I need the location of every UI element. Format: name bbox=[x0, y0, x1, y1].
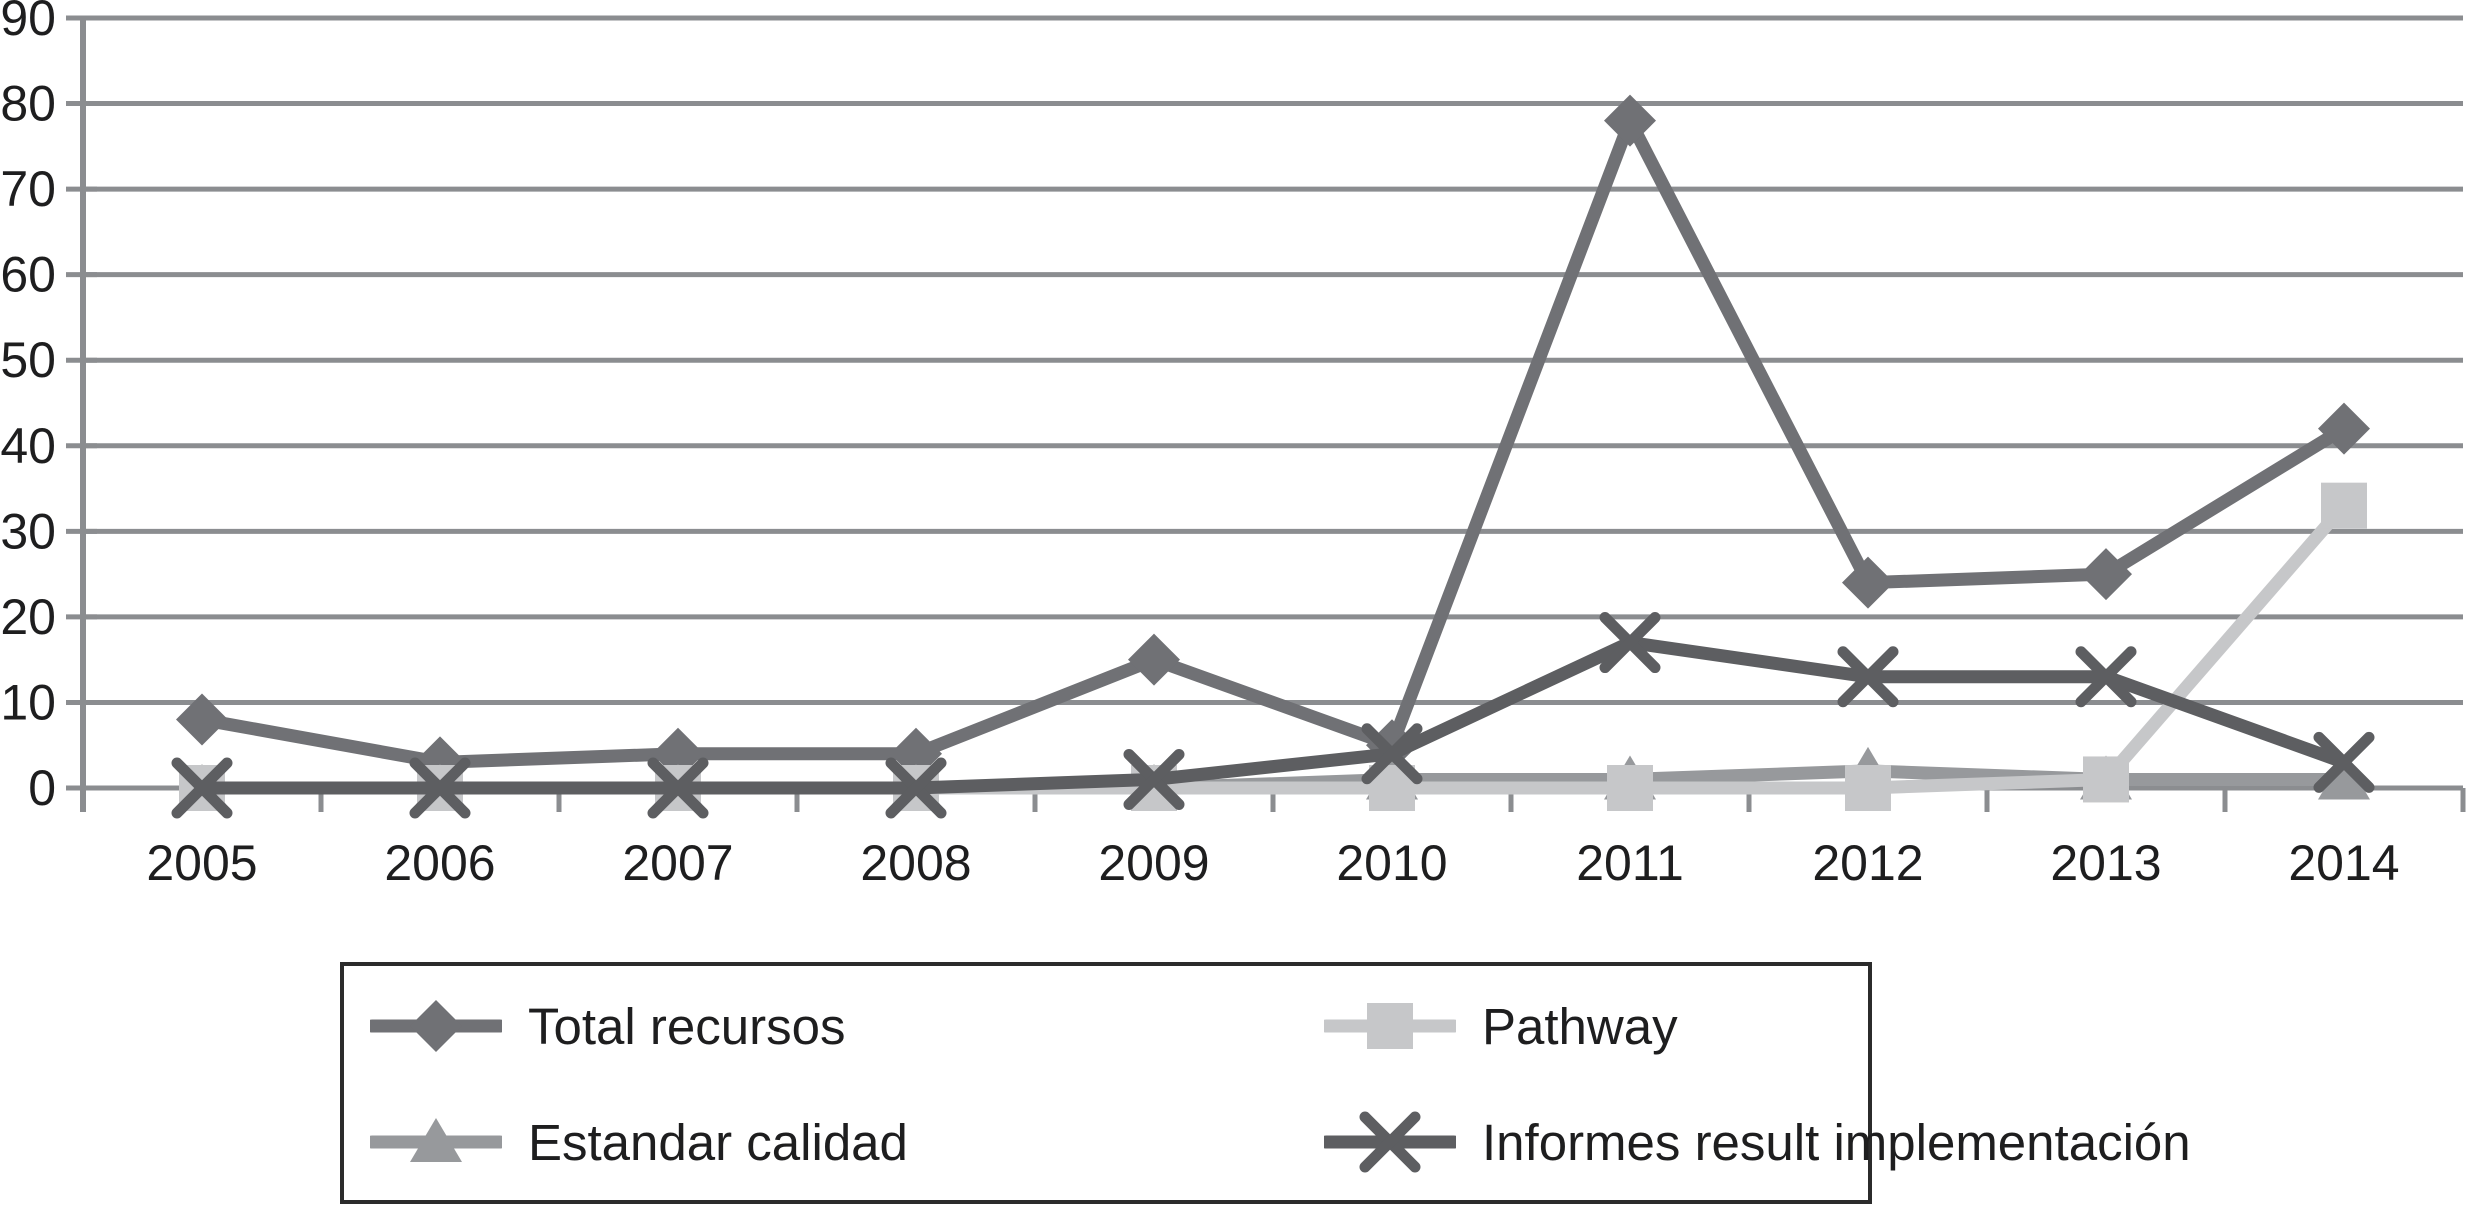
y-axis: 0 10 20 30 40 50 60 70 80 90 bbox=[0, 0, 97, 816]
x-tick-label: 2014 bbox=[2288, 835, 2399, 891]
x-tick-label: 2009 bbox=[1098, 835, 1209, 891]
x-tick-label: 2013 bbox=[2050, 835, 2161, 891]
x-marker-icon bbox=[1324, 1111, 1456, 1173]
y-tick-label: 40 bbox=[0, 418, 56, 474]
gridlines bbox=[83, 15, 2463, 791]
legend-label-informes: Informes result implementación bbox=[1482, 1113, 2191, 1171]
chart-legend: Total recursos Estandar calidad Pathway … bbox=[340, 962, 2191, 1204]
x-tick-label: 2012 bbox=[1812, 835, 1923, 891]
triangle-marker-icon bbox=[370, 1118, 502, 1162]
x-tick-label: 2010 bbox=[1336, 835, 1447, 891]
legend-label-total-recursos: Total recursos bbox=[528, 997, 846, 1055]
x-tick-label: 2006 bbox=[384, 835, 495, 891]
legend-item-estandar-calidad: Estandar calidad bbox=[370, 1110, 1324, 1174]
x-tick-label: 2005 bbox=[146, 835, 257, 891]
y-tick-label: 10 bbox=[0, 674, 56, 730]
y-tick-label: 0 bbox=[28, 760, 56, 816]
y-tick-label: 70 bbox=[0, 161, 56, 217]
x-tick-label: 2008 bbox=[860, 835, 971, 891]
y-tick-label: 20 bbox=[0, 589, 56, 645]
square-marker-icon bbox=[1324, 1003, 1456, 1049]
x-tick-label: 2007 bbox=[622, 835, 733, 891]
y-tick-label: 80 bbox=[0, 76, 56, 132]
legend-item-informes: Informes result implementación bbox=[1324, 1110, 2191, 1174]
legend-label-estandar-calidad: Estandar calidad bbox=[528, 1113, 908, 1171]
legend-label-pathway: Pathway bbox=[1482, 997, 1678, 1055]
x-tick-label: 2011 bbox=[1576, 835, 1684, 891]
y-tick-label: 90 bbox=[0, 0, 56, 46]
series-total-recursos bbox=[176, 94, 2370, 789]
legend-item-total-recursos: Total recursos bbox=[370, 994, 1324, 1058]
legend-item-pathway: Pathway bbox=[1324, 994, 2191, 1058]
y-tick-label: 50 bbox=[0, 332, 56, 388]
diamond-marker-icon bbox=[370, 1000, 502, 1052]
series-informes-result-implementaci-n bbox=[171, 612, 2375, 819]
y-tick-label: 30 bbox=[0, 503, 56, 559]
x-axis: 2005 2006 2007 2008 2009 2010 2011 2012 2013 2014 bbox=[146, 788, 2466, 891]
y-tick-label: 60 bbox=[0, 247, 56, 303]
